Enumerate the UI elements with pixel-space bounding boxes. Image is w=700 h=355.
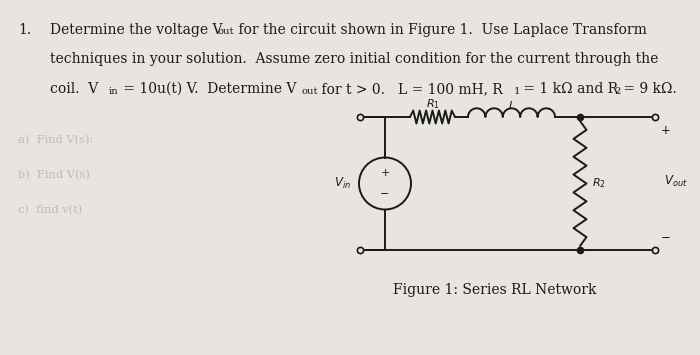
Text: = 10u(t) V.  Determine V: = 10u(t) V. Determine V xyxy=(119,82,296,96)
Text: for t > 0.   L = 100 mH, R: for t > 0. L = 100 mH, R xyxy=(317,82,503,96)
Text: coil.  V: coil. V xyxy=(50,82,98,96)
Text: 2: 2 xyxy=(614,87,620,95)
Text: 1: 1 xyxy=(514,87,521,95)
Text: $L$: $L$ xyxy=(508,99,515,111)
Text: in: in xyxy=(108,87,118,95)
Text: out: out xyxy=(301,87,318,95)
Text: −: − xyxy=(661,230,671,244)
Text: +: + xyxy=(661,124,671,137)
Text: +: + xyxy=(380,169,390,179)
Text: Figure 1: Series RL Network: Figure 1: Series RL Network xyxy=(393,283,596,297)
Text: $R_2$: $R_2$ xyxy=(592,176,606,190)
Text: techniques in your solution.  Assume zero initial condition for the current thro: techniques in your solution. Assume zero… xyxy=(50,53,659,66)
Text: $V_{in}$: $V_{in}$ xyxy=(334,176,351,191)
Text: out: out xyxy=(218,27,234,37)
Text: for the circuit shown in Figure 1.  Use Laplace Transform: for the circuit shown in Figure 1. Use L… xyxy=(234,23,646,37)
Text: 1.: 1. xyxy=(18,23,31,37)
Text: = 1 kΩ and R: = 1 kΩ and R xyxy=(519,82,618,96)
Text: Determine the voltage V: Determine the voltage V xyxy=(50,23,223,37)
Text: b)  Find V(s): b) Find V(s) xyxy=(18,170,90,180)
Text: −: − xyxy=(380,189,390,198)
Text: $V_{out}$: $V_{out}$ xyxy=(664,174,688,189)
Text: a)  Find V(s):: a) Find V(s): xyxy=(18,135,93,145)
Text: = 9 kΩ.: = 9 kΩ. xyxy=(620,82,677,96)
Text: $R_1$: $R_1$ xyxy=(426,97,440,111)
Text: c)  find v(t): c) find v(t) xyxy=(18,205,83,215)
